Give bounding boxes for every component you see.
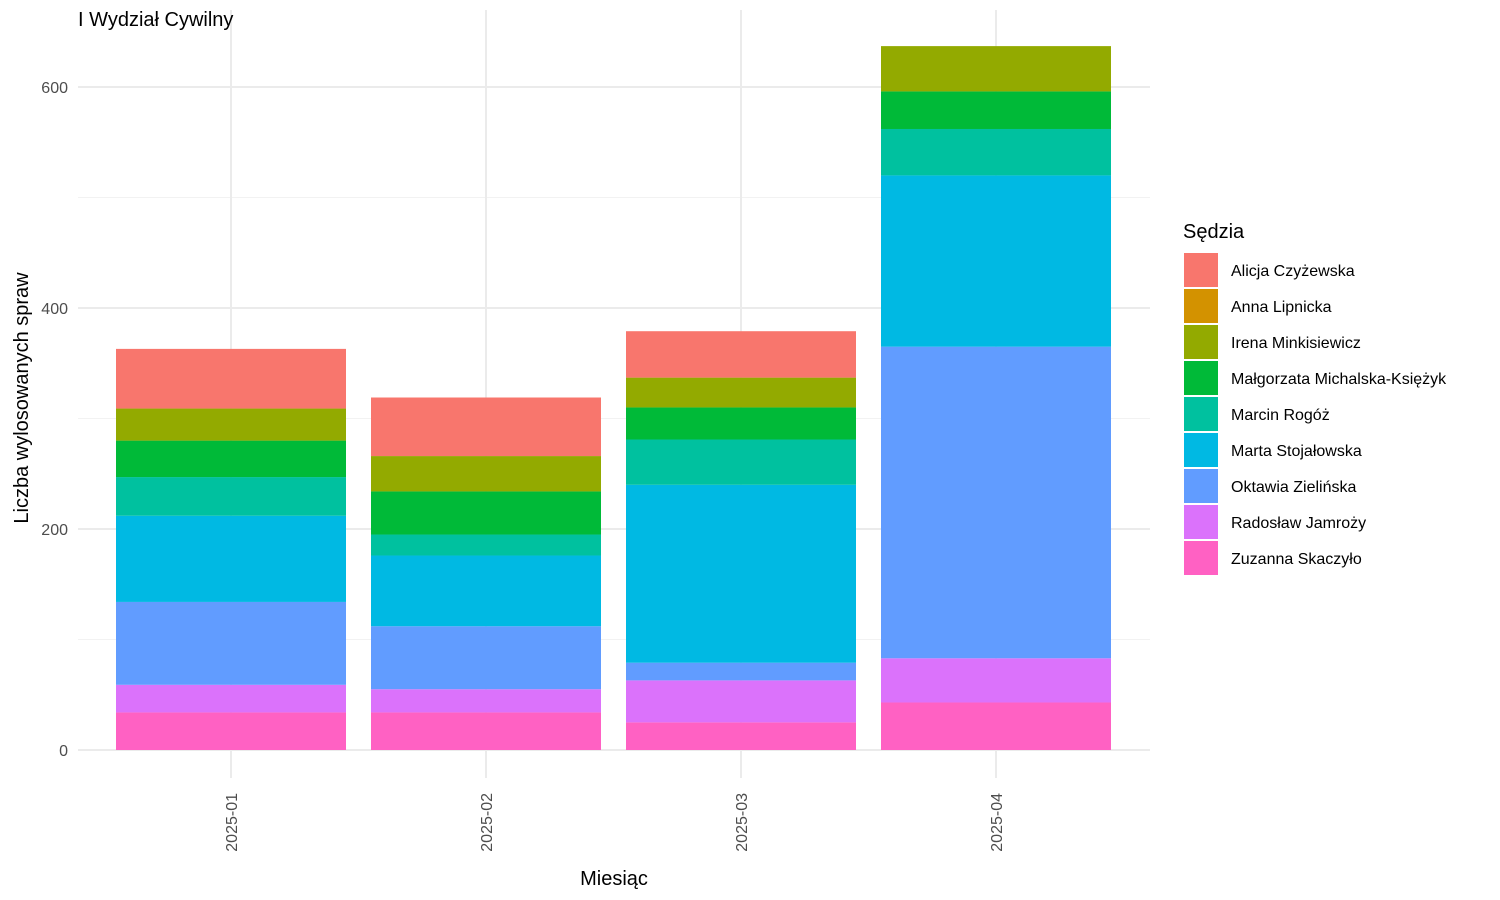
bar-segment <box>626 331 856 378</box>
bar-segment <box>626 407 856 440</box>
bar-segment <box>116 440 346 478</box>
legend-swatch <box>1184 505 1218 539</box>
bar-segment <box>881 128 1111 176</box>
bar-segment <box>626 662 856 681</box>
y-axis-title: Liczba wylosowanych spraw <box>11 272 33 524</box>
legend-title: Sędzia <box>1183 221 1245 243</box>
bar-segment <box>116 712 346 750</box>
legend-label: Alicja Czyżewska <box>1231 263 1355 280</box>
bar-segment <box>881 91 1111 129</box>
legend-swatch <box>1184 397 1218 431</box>
bar-segment <box>371 456 601 492</box>
y-tick-label: 600 <box>41 80 68 97</box>
legend-swatch <box>1184 253 1218 287</box>
legend-swatch <box>1184 433 1218 467</box>
legend-swatch <box>1184 289 1218 323</box>
y-tick-label: 400 <box>41 301 68 318</box>
x-axis-ticks: 2025-01 2025-02 2025-03 2025-04 <box>224 793 1006 852</box>
legend-label: Oktawia Zielińska <box>1231 479 1356 496</box>
bar-segment <box>116 477 346 516</box>
bar-segment <box>371 626 601 690</box>
bar-segment <box>116 408 346 441</box>
bar-segment <box>626 680 856 723</box>
legend-label: Marta Stojałowska <box>1231 443 1362 460</box>
x-tick-label: 2025-02 <box>479 793 496 852</box>
bar-segment <box>881 175 1111 347</box>
bars <box>116 46 1111 750</box>
legend-label: Marcin Rogóż <box>1231 407 1330 424</box>
legend-label: Radosław Jamroży <box>1231 515 1366 532</box>
legend: Sędzia Alicja Czyżewska Anna Lipnicka Iren… <box>1183 221 1447 575</box>
y-tick-label: 0 <box>59 743 68 760</box>
bar-segment <box>371 712 601 750</box>
legend-swatch <box>1184 325 1218 359</box>
bar-segment <box>881 46 1111 92</box>
x-axis-title: Miesiąc <box>580 868 648 890</box>
bar-segment <box>116 601 346 685</box>
bar-segment <box>371 555 601 627</box>
bar-segment <box>371 689 601 713</box>
bar-segment <box>881 702 1111 750</box>
y-axis-ticks: 0 200 400 600 <box>41 80 68 760</box>
bar-segment <box>371 397 601 457</box>
x-tick-label: 2025-04 <box>989 793 1006 852</box>
legend-label: Zuzanna Skaczyło <box>1231 551 1362 568</box>
legend-swatch <box>1184 361 1218 395</box>
bar-segment <box>116 515 346 602</box>
legend-swatch <box>1184 541 1218 575</box>
y-tick-label: 200 <box>41 522 68 539</box>
bar-segment <box>626 439 856 485</box>
chart-title: I Wydział Cywilny <box>78 9 233 31</box>
bar-segment <box>371 534 601 556</box>
bar-segment <box>371 491 601 535</box>
legend-label: Irena Minkisiewicz <box>1231 335 1361 352</box>
bar-segment <box>626 722 856 750</box>
bar-segment <box>626 484 856 663</box>
bar-segment <box>881 346 1111 659</box>
bar-segment <box>626 377 856 408</box>
legend-swatch <box>1184 469 1218 503</box>
bar-segment <box>116 684 346 713</box>
legend-label: Małgorzata Michalska-Księżyk <box>1231 371 1447 388</box>
bar-segment <box>881 658 1111 703</box>
legend-label: Anna Lipnicka <box>1231 299 1332 316</box>
x-tick-label: 2025-03 <box>734 793 751 852</box>
bar-segment <box>116 348 346 409</box>
x-tick-label: 2025-01 <box>224 793 241 852</box>
